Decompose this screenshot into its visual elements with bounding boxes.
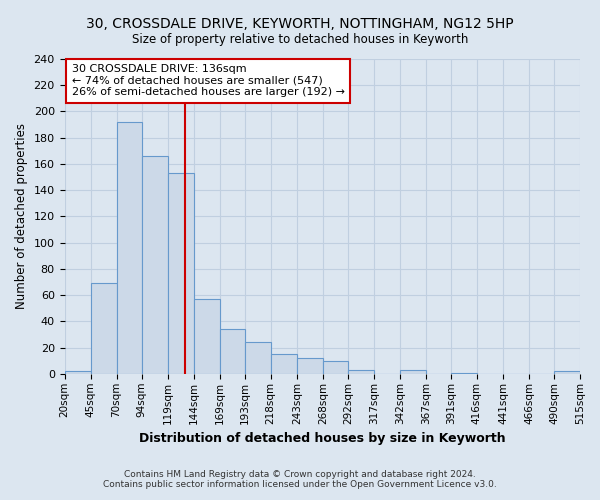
- Bar: [451, 372, 477, 374]
- Bar: [348, 370, 374, 374]
- Y-axis label: Number of detached properties: Number of detached properties: [15, 124, 28, 310]
- Bar: [91, 284, 116, 374]
- Text: 30 CROSSDALE DRIVE: 136sqm
← 74% of detached houses are smaller (547)
26% of sem: 30 CROSSDALE DRIVE: 136sqm ← 74% of deta…: [72, 64, 345, 98]
- Bar: [554, 372, 580, 374]
- X-axis label: Distribution of detached houses by size in Keyworth: Distribution of detached houses by size …: [139, 432, 506, 445]
- Bar: [194, 299, 220, 374]
- Bar: [220, 330, 245, 374]
- Text: 30, CROSSDALE DRIVE, KEYWORTH, NOTTINGHAM, NG12 5HP: 30, CROSSDALE DRIVE, KEYWORTH, NOTTINGHA…: [86, 18, 514, 32]
- Bar: [400, 370, 426, 374]
- Bar: [65, 372, 91, 374]
- Bar: [323, 361, 348, 374]
- Bar: [271, 354, 297, 374]
- Text: Contains HM Land Registry data © Crown copyright and database right 2024.
Contai: Contains HM Land Registry data © Crown c…: [103, 470, 497, 489]
- Bar: [245, 342, 271, 374]
- Bar: [142, 156, 167, 374]
- Text: Size of property relative to detached houses in Keyworth: Size of property relative to detached ho…: [132, 32, 468, 46]
- Bar: [297, 358, 323, 374]
- Bar: [116, 122, 142, 374]
- Bar: [167, 173, 194, 374]
